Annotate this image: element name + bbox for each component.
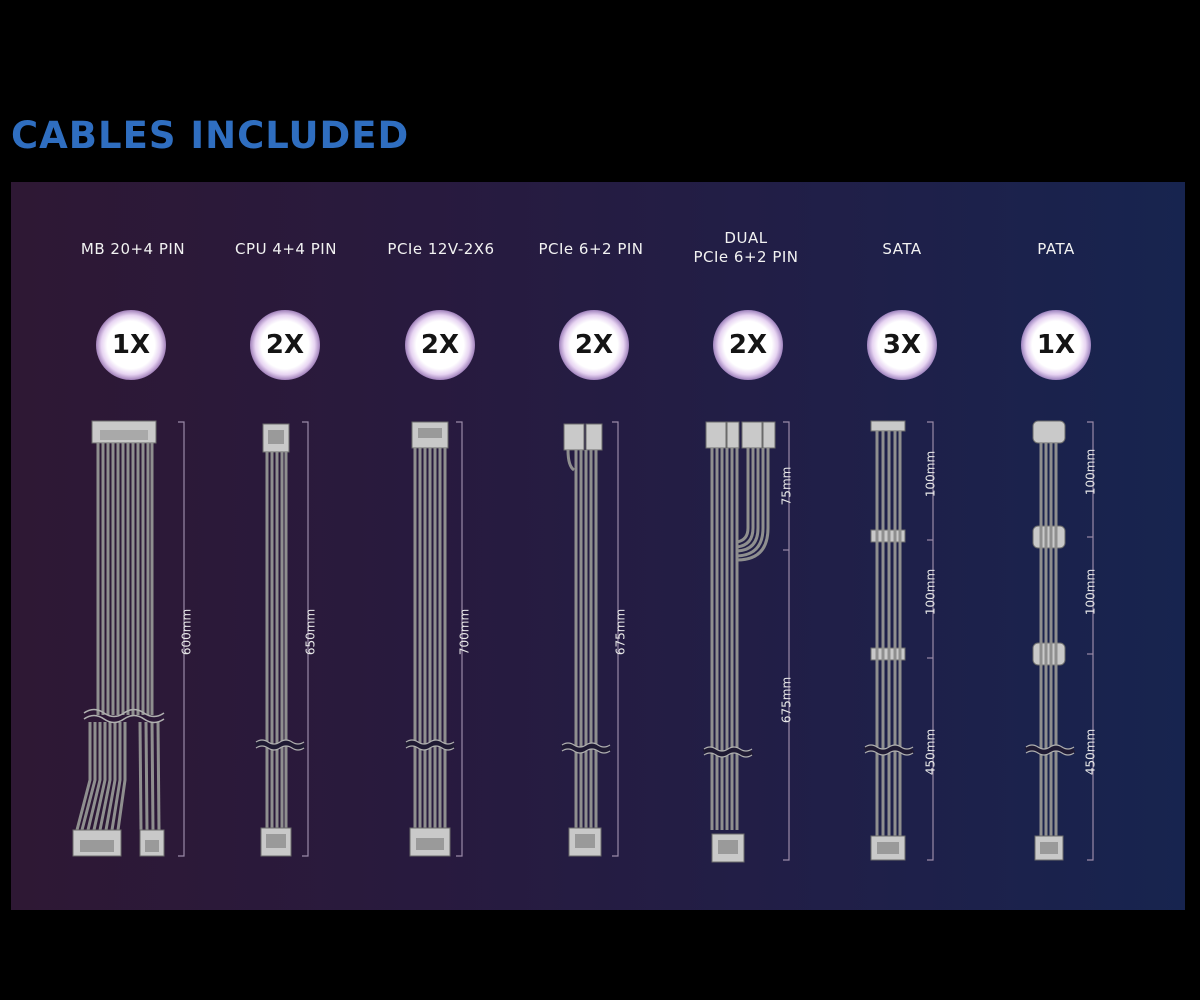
cable-pcie-12v-2x6-icon xyxy=(406,421,454,857)
quantity-badge-pcie-6-2: 2X xyxy=(559,310,629,380)
cable-label-sata: SATA xyxy=(817,240,987,259)
cable-label-text: PCIe 12V-2X6 xyxy=(387,240,495,258)
quantity-badge-pcie-12v: 2X xyxy=(405,310,475,380)
quantity-text: 3X xyxy=(882,330,922,360)
cable-label-cpu: CPU 4+4 PIN xyxy=(201,240,371,259)
cable-mb-24pin-icon xyxy=(72,420,165,857)
quantity-badge-dual-pcie: 2X xyxy=(713,310,783,380)
quantity-badge-sata: 3X xyxy=(867,310,937,380)
length-label-pata-3: 450mm xyxy=(1084,729,1098,775)
cable-pcie-6-2-icon xyxy=(562,423,610,857)
cable-label-text: DUAL xyxy=(724,229,768,247)
cable-label-pcie-6-2: PCIe 6+2 PIN xyxy=(506,240,676,259)
quantity-text: 1X xyxy=(1036,330,1076,360)
quantity-text: 2X xyxy=(728,330,768,360)
length-label-sata-3: 450mm xyxy=(924,729,938,775)
cable-dual-pcie-icon xyxy=(704,421,776,863)
cables-panel xyxy=(11,182,1185,910)
length-label-mb: 600mm xyxy=(180,609,194,655)
dimension-lines xyxy=(178,421,1094,861)
cable-label-text: CPU 4+4 PIN xyxy=(235,240,337,258)
quantity-badge-pata: 1X xyxy=(1021,310,1091,380)
cable-label-text: MB 20+4 PIN xyxy=(80,240,186,258)
length-label-dual-split: 75mm xyxy=(780,467,794,506)
length-label-dual-main: 675mm xyxy=(780,677,794,723)
quantity-text: 1X xyxy=(111,330,151,360)
length-label-sata-1: 100mm xyxy=(924,451,938,497)
cable-label-dual-pcie: DUAL PCIe 6+2 PIN xyxy=(661,229,831,267)
length-label-sata-2: 100mm xyxy=(924,569,938,615)
cable-label-pata: PATA xyxy=(971,240,1141,259)
cable-cpu-8pin-icon xyxy=(256,423,304,857)
cable-label-text: PATA xyxy=(1037,240,1075,258)
cable-sata-icon xyxy=(865,420,913,861)
quantity-badge-cpu: 2X xyxy=(250,310,320,380)
quantity-text: 2X xyxy=(420,330,460,360)
page-title: CABLES INCLUDED xyxy=(11,114,410,157)
cable-label-mb: MB 20+4 PIN xyxy=(48,240,218,259)
quantity-badge-mb: 1X xyxy=(96,310,166,380)
length-label-pcie-12v: 700mm xyxy=(458,609,472,655)
quantity-text: 2X xyxy=(265,330,305,360)
cable-label-text: PCIe 6+2 PIN xyxy=(538,240,644,258)
length-label-pcie-6-2: 675mm xyxy=(614,609,628,655)
length-label-cpu: 650mm xyxy=(304,609,318,655)
cable-label-text: SATA xyxy=(882,240,922,258)
cable-label-pcie-12v: PCIe 12V-2X6 xyxy=(356,240,526,259)
cable-label-text: PCIe 6+2 PIN xyxy=(693,248,799,266)
length-label-pata-1: 100mm xyxy=(1084,449,1098,495)
quantity-text: 2X xyxy=(574,330,614,360)
cable-pata-icon xyxy=(1026,420,1074,861)
length-label-pata-2: 100mm xyxy=(1084,569,1098,615)
